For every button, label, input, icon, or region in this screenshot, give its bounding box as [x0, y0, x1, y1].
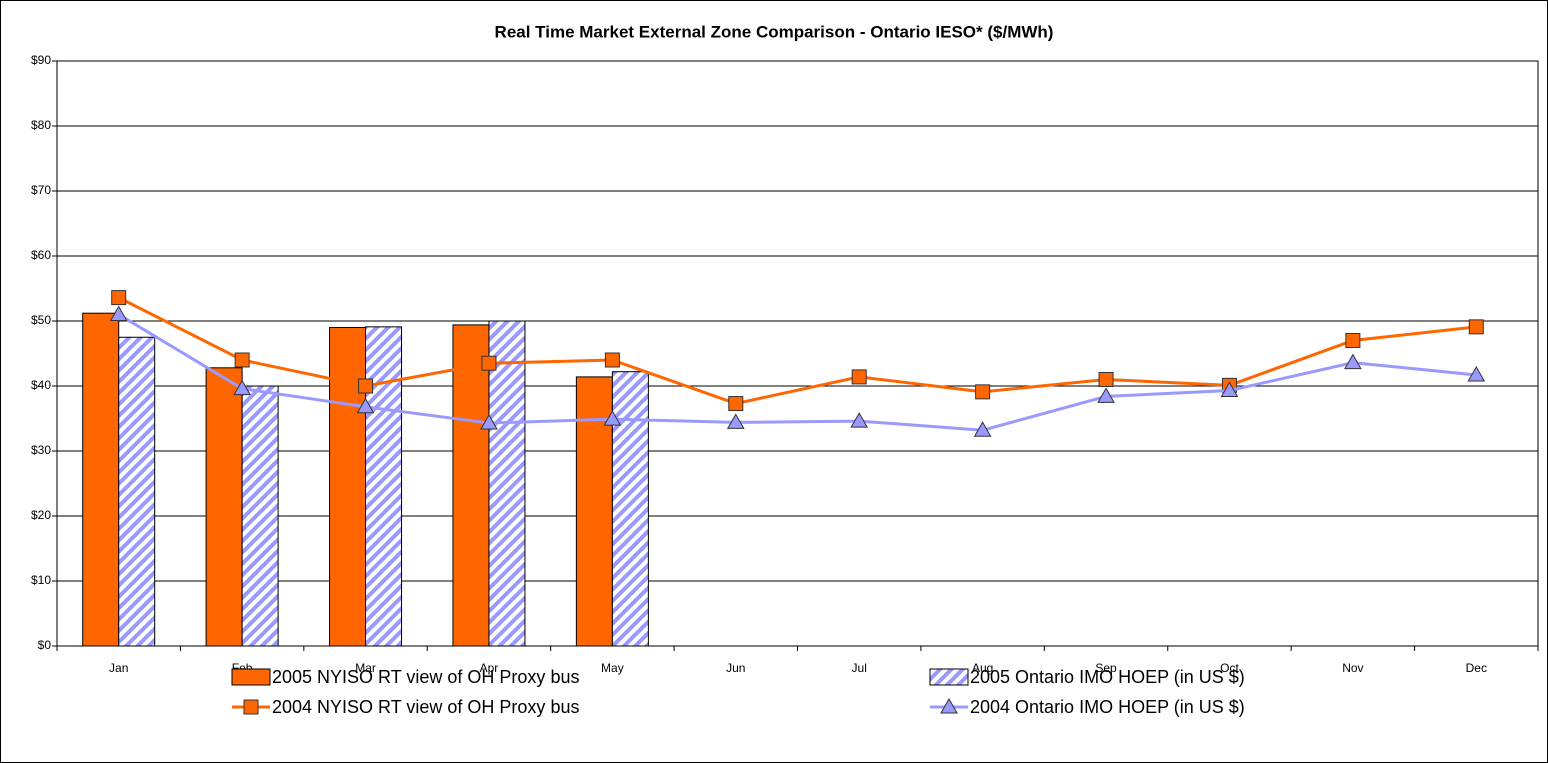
marker [111, 290, 127, 306]
marker [1098, 372, 1114, 387]
marker [728, 396, 744, 412]
marker [356, 397, 375, 414]
marker [358, 378, 374, 394]
marker [975, 384, 991, 400]
y-tick-label: $80 [31, 118, 51, 132]
legend-text: 2004 Ontario IMO HOEP (in US $) [970, 697, 1245, 717]
marker [1345, 333, 1361, 348]
y-tick-label: $90 [31, 53, 51, 67]
marker [1097, 387, 1115, 403]
bar [82, 312, 120, 647]
chart-title: Real Time Market External Zone Compariso… [495, 22, 1054, 41]
x-tick-label: Nov [1342, 661, 1363, 675]
legend-swatch [929, 668, 969, 686]
marker [604, 352, 620, 368]
bar [365, 326, 403, 647]
marker [233, 379, 251, 396]
x-tick-label: Apr [480, 661, 499, 675]
marker [726, 413, 745, 429]
x-tick-label: May [601, 661, 624, 675]
y-tick-label: $0 [38, 638, 52, 652]
marker [234, 352, 250, 368]
legend-marker [940, 697, 958, 714]
y-tick-label: $50 [31, 313, 51, 327]
y-tick-label: $30 [31, 443, 51, 457]
x-tick-label: Mar [355, 661, 376, 675]
y-tick-label: $20 [31, 508, 51, 522]
legend-swatch [231, 668, 271, 686]
line [118, 296, 1477, 406]
bar [241, 385, 279, 647]
marker [603, 410, 622, 426]
legend-text: 2004 NYISO RT view of OH Proxy bus [272, 697, 579, 717]
marker [850, 412, 869, 428]
legend-text: 2005 NYISO RT view of OH Proxy bus [272, 667, 579, 687]
marker [851, 369, 867, 385]
bar [452, 324, 490, 647]
legend-text: 2005 Ontario IMO HOEP (in US $) [970, 667, 1245, 687]
marker [1468, 319, 1484, 335]
y-tick-label: $40 [31, 378, 51, 392]
y-tick-label: $70 [31, 183, 51, 197]
bar [611, 371, 649, 647]
y-tick-label: $60 [31, 248, 51, 262]
bar [329, 327, 367, 647]
legend-marker [243, 699, 259, 715]
x-tick-label: Jun [726, 661, 745, 675]
marker [1467, 365, 1486, 382]
x-tick-label: Oct [1220, 661, 1239, 675]
line [117, 313, 1477, 432]
x-tick-label: Dec [1466, 661, 1487, 675]
x-tick-label: Sep [1095, 661, 1117, 675]
marker [480, 414, 498, 430]
marker [973, 421, 992, 437]
plot-area [56, 60, 1539, 647]
marker [481, 355, 497, 371]
marker [1344, 353, 1362, 370]
x-tick-label: Jul [852, 661, 867, 675]
bar [575, 376, 613, 647]
x-tick-label: Jan [109, 661, 128, 675]
marker [1220, 381, 1239, 398]
y-tick-label: $10 [31, 573, 51, 587]
marker [109, 305, 128, 321]
x-tick-label: Aug [972, 661, 993, 675]
bar [488, 320, 526, 647]
bar [205, 367, 243, 647]
bar [118, 336, 156, 647]
